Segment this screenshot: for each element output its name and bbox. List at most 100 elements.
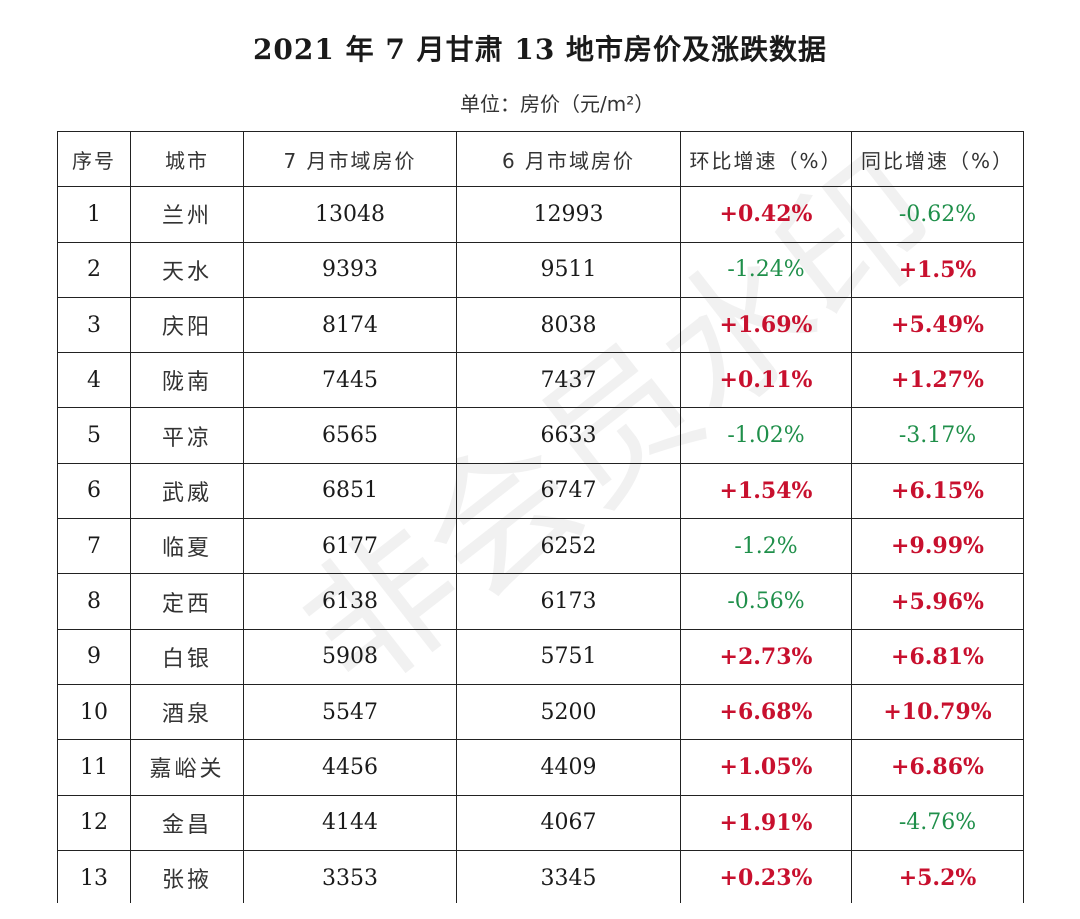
header-yoy-growth: 同比增速（%） <box>851 130 1024 188</box>
cell-july-price: 7445 <box>243 352 457 409</box>
cell-yoy-growth: -4.76% <box>851 794 1024 851</box>
cell-mom-growth: -1.24% <box>680 241 852 298</box>
table-row: 3 庆阳 8174 8038 +1.69% +5.49% <box>57 296 1024 354</box>
cell-yoy-growth: +10.79% <box>851 683 1024 741</box>
cell-june-price: 5751 <box>456 628 681 685</box>
cell-yoy-growth: -0.62% <box>851 186 1024 243</box>
header-june-price: 6 月市域房价 <box>456 130 681 188</box>
cell-mom-growth: +1.91% <box>680 794 852 851</box>
cell-mom-growth: +0.11% <box>680 352 852 409</box>
cell-july-price: 3353 <box>243 849 457 907</box>
cell-city: 平凉 <box>130 407 244 464</box>
cell-yoy-growth: -3.17% <box>851 407 1024 464</box>
cell-july-price: 6177 <box>243 518 457 575</box>
cell-mom-growth: +1.69% <box>680 296 852 354</box>
table-row: 7 临夏 6177 6252 -1.2% +9.99% <box>57 518 1024 575</box>
cell-index: 3 <box>57 296 131 354</box>
cell-index: 8 <box>57 573 131 630</box>
table-row: 9 白银 5908 5751 +2.73% +6.81% <box>57 628 1024 685</box>
table-row: 8 定西 6138 6173 -0.56% +5.96% <box>57 573 1024 630</box>
cell-city: 临夏 <box>130 518 244 575</box>
cell-index: 6 <box>57 462 131 520</box>
cell-june-price: 6173 <box>456 573 681 630</box>
table-row: 6 武威 6851 6747 +1.54% +6.15% <box>57 462 1024 520</box>
cell-city: 兰州 <box>130 186 244 243</box>
cell-index: 1 <box>57 186 131 243</box>
page-title: 2021 年 7 月甘肃 13 地市房价及涨跌数据 <box>252 33 828 66</box>
table-row: 13 张掖 3353 3345 +0.23% +5.2% <box>57 849 1024 907</box>
cell-city: 白银 <box>130 628 244 685</box>
cell-index: 10 <box>57 683 131 741</box>
cell-city: 武威 <box>130 462 244 520</box>
cell-july-price: 13048 <box>243 186 457 243</box>
cell-july-price: 6138 <box>243 573 457 630</box>
table-row: 4 陇南 7445 7437 +0.11% +1.27% <box>57 352 1024 409</box>
cell-index: 13 <box>57 849 131 907</box>
cell-yoy-growth: +1.5% <box>851 241 1024 298</box>
table-row: 10 酒泉 5547 5200 +6.68% +10.79% <box>57 683 1024 741</box>
cell-city: 庆阳 <box>130 296 244 354</box>
cell-index: 4 <box>57 352 131 409</box>
header-city: 城市 <box>130 130 244 188</box>
table-header-row: 序号 城市 7 月市域房价 6 月市域房价 环比增速（%） 同比增速（%） <box>57 130 1024 188</box>
cell-july-price: 5547 <box>243 683 457 741</box>
cell-index: 7 <box>57 518 131 575</box>
cell-city: 定西 <box>130 573 244 630</box>
cell-city: 张掖 <box>130 849 244 907</box>
cell-city: 天水 <box>130 241 244 298</box>
cell-june-price: 6252 <box>456 518 681 575</box>
cell-yoy-growth: +5.96% <box>851 573 1024 630</box>
cell-yoy-growth: +6.81% <box>851 628 1024 685</box>
cell-city: 陇南 <box>130 352 244 409</box>
table-row: 12 金昌 4144 4067 +1.91% -4.76% <box>57 794 1024 851</box>
cell-june-price: 6633 <box>456 407 681 464</box>
cell-june-price: 3345 <box>456 849 681 907</box>
cell-july-price: 9393 <box>243 241 457 298</box>
cell-yoy-growth: +5.2% <box>851 849 1024 907</box>
cell-yoy-growth: +9.99% <box>851 518 1024 575</box>
bottom-edge <box>0 903 1080 919</box>
cell-yoy-growth: +6.15% <box>851 462 1024 520</box>
cell-index: 12 <box>57 794 131 851</box>
header-july-price: 7 月市域房价 <box>243 130 457 188</box>
cell-july-price: 8174 <box>243 296 457 354</box>
cell-mom-growth: -1.2% <box>680 518 852 575</box>
cell-mom-growth: +6.68% <box>680 683 852 741</box>
cell-june-price: 5200 <box>456 683 681 741</box>
table-row: 5 平凉 6565 6633 -1.02% -3.17% <box>57 407 1024 464</box>
cell-yoy-growth: +6.86% <box>851 739 1024 796</box>
header-mom-growth: 环比增速（%） <box>680 130 852 188</box>
cell-june-price: 9511 <box>456 241 681 298</box>
cell-mom-growth: +0.23% <box>680 849 852 907</box>
cell-mom-growth: +2.73% <box>680 628 852 685</box>
cell-index: 2 <box>57 241 131 298</box>
cell-mom-growth: -1.02% <box>680 407 852 464</box>
cell-june-price: 8038 <box>456 296 681 354</box>
cell-june-price: 4067 <box>456 794 681 851</box>
table-row: 11 嘉峪关 4456 4409 +1.05% +6.86% <box>57 739 1024 796</box>
cell-mom-growth: +0.42% <box>680 186 852 243</box>
cell-july-price: 5908 <box>243 628 457 685</box>
cell-july-price: 6565 <box>243 407 457 464</box>
cell-index: 11 <box>57 739 131 796</box>
cell-july-price: 4456 <box>243 739 457 796</box>
cell-city: 酒泉 <box>130 683 244 741</box>
cell-yoy-growth: +5.49% <box>851 296 1024 354</box>
cell-june-price: 6747 <box>456 462 681 520</box>
cell-mom-growth: +1.54% <box>680 462 852 520</box>
cell-index: 5 <box>57 407 131 464</box>
cell-index: 9 <box>57 628 131 685</box>
cell-june-price: 4409 <box>456 739 681 796</box>
cell-june-price: 12993 <box>456 186 681 243</box>
cell-yoy-growth: +1.27% <box>851 352 1024 409</box>
cell-july-price: 6851 <box>243 462 457 520</box>
cell-city: 嘉峪关 <box>130 739 244 796</box>
cell-mom-growth: +1.05% <box>680 739 852 796</box>
cell-mom-growth: -0.56% <box>680 573 852 630</box>
cell-june-price: 7437 <box>456 352 681 409</box>
table-row: 1 兰州 13048 12993 +0.42% -0.62% <box>57 186 1024 243</box>
table-body: 1 兰州 13048 12993 +0.42% -0.62% 2 天水 9393 9511 -1.2… <box>57 186 1024 907</box>
table-row: 2 天水 9393 9511 -1.24% +1.5% <box>57 241 1024 298</box>
unit-caption: 单位：房价（元/m²） <box>460 92 655 116</box>
